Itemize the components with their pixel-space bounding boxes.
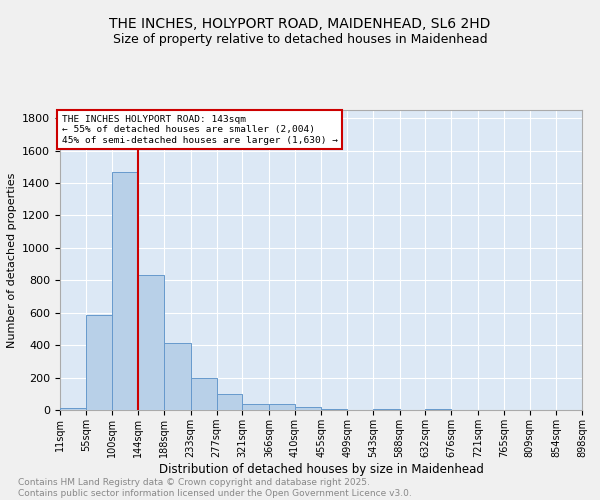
Bar xyxy=(60,408,86,410)
X-axis label: Distribution of detached houses by size in Maidenhead: Distribution of detached houses by size … xyxy=(158,462,484,475)
Text: THE INCHES, HOLYPORT ROAD, MAIDENHEAD, SL6 2HD: THE INCHES, HOLYPORT ROAD, MAIDENHEAD, S… xyxy=(109,18,491,32)
Text: THE INCHES HOLYPORT ROAD: 143sqm
← 55% of detached houses are smaller (2,004)
45: THE INCHES HOLYPORT ROAD: 143sqm ← 55% o… xyxy=(62,115,338,144)
Text: Contains HM Land Registry data © Crown copyright and database right 2025.
Contai: Contains HM Land Registry data © Crown c… xyxy=(18,478,412,498)
Bar xyxy=(112,172,138,410)
Bar xyxy=(295,407,321,410)
Bar xyxy=(164,342,191,410)
Bar xyxy=(373,409,400,410)
Bar xyxy=(242,404,269,410)
Bar xyxy=(425,409,451,410)
Text: Size of property relative to detached houses in Maidenhead: Size of property relative to detached ho… xyxy=(113,32,487,46)
Bar xyxy=(269,404,295,410)
Bar xyxy=(86,315,112,410)
Bar xyxy=(217,394,242,410)
Y-axis label: Number of detached properties: Number of detached properties xyxy=(7,172,17,348)
Bar xyxy=(138,276,164,410)
Bar xyxy=(191,378,217,410)
Bar xyxy=(321,409,347,410)
